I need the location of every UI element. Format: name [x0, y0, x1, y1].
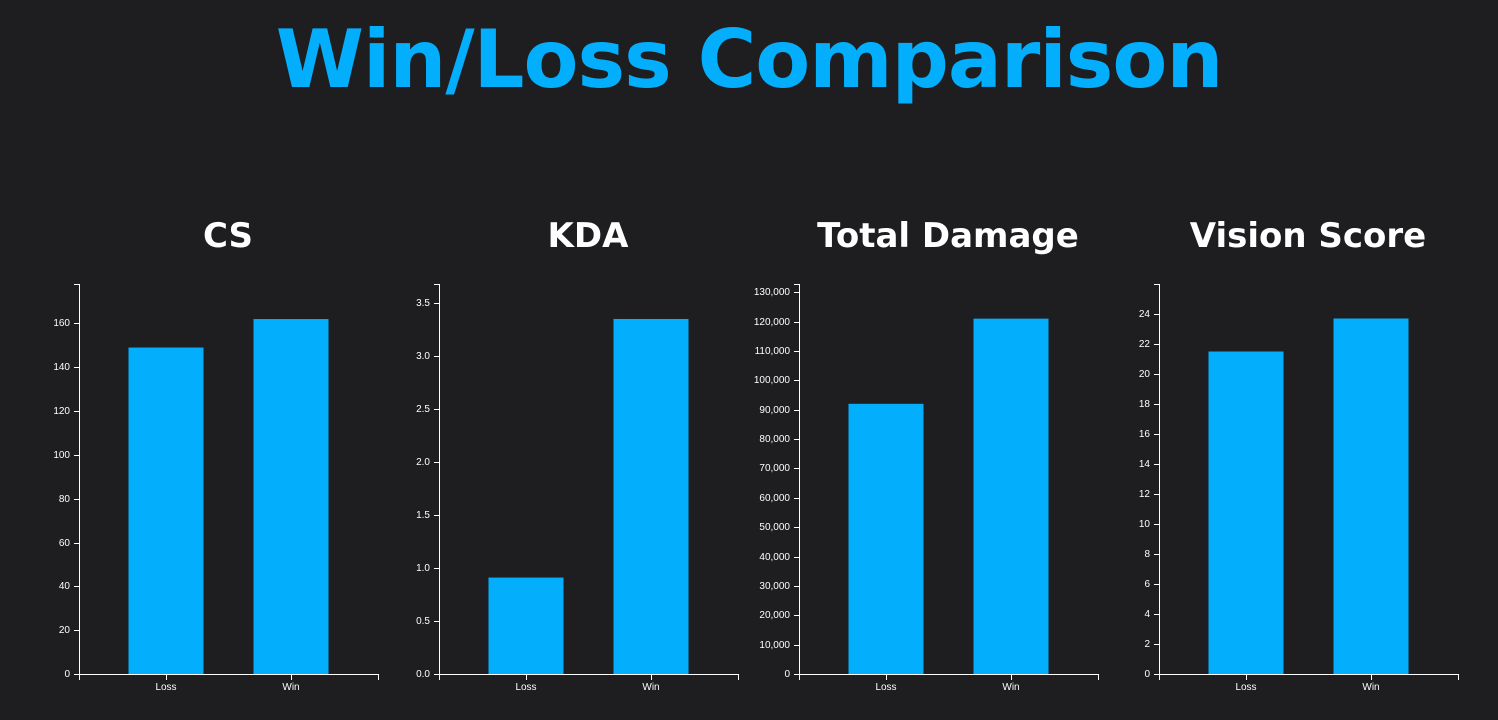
chart-panel-vision-score: Vision Score 0 2 4 6 8 10 12 14 16 18 20 22 24 Loss Wi… — [1128, 200, 1488, 700]
y-tick-label: 100,000 — [754, 375, 791, 386]
x-tick-label-win: Win — [642, 682, 659, 693]
y-tick-label: 40,000 — [759, 552, 790, 563]
y-tick-label: 80 — [59, 494, 71, 505]
y-tick-label: 20 — [59, 625, 71, 636]
bar-win — [613, 318, 689, 674]
y-tick-label: 10,000 — [759, 640, 790, 651]
y-tick-label: 60 — [59, 538, 71, 549]
y-tick-label: 18 — [1139, 399, 1151, 410]
chart-panel-cs: CS 0 20 40 60 80 100 120 140 160 Loss Win — [48, 200, 408, 700]
y-tick-label: 2 — [1144, 639, 1150, 650]
y-tick-label: 50,000 — [759, 522, 790, 533]
chart-panel-total-damage: Total Damage 0 10,000 20,000 30,000 40,000 50… — [754, 200, 1128, 700]
chart-title: CS — [202, 216, 254, 256]
y-tick-label: 1.5 — [416, 510, 430, 521]
y-tick-label: 20 — [1139, 369, 1151, 380]
chart-panel-kda: KDA 0.0 0.5 1.0 1.5 2.0 2.5 3.0 3.5 Loss Win — [408, 200, 768, 700]
bar-win — [973, 318, 1049, 674]
y-tick-label: 40 — [59, 581, 71, 592]
y-tick-label: 0.0 — [416, 669, 430, 680]
y-tick-label: 0 — [784, 669, 790, 680]
y-tick-label: 120,000 — [754, 317, 791, 328]
chart-title: KDA — [547, 216, 629, 256]
x-tick-label-loss: Loss — [155, 682, 176, 693]
y-tick-label: 14 — [1139, 459, 1151, 470]
bar-loss — [128, 347, 204, 674]
y-tick-label: 130,000 — [754, 287, 791, 298]
x-tick-label-loss: Loss — [875, 682, 896, 693]
y-tick-label: 2.0 — [416, 457, 430, 468]
bar-win — [253, 319, 329, 674]
y-tick-label: 0 — [1144, 669, 1150, 680]
y-tick-label: 0 — [64, 669, 70, 680]
bar-win — [1333, 318, 1409, 674]
y-tick-label: 3.5 — [416, 298, 430, 309]
y-tick-label: 22 — [1139, 339, 1151, 350]
bar-chart: 0 20 40 60 80 100 120 140 160 Loss Win — [53, 284, 379, 693]
x-tick-label-win: Win — [1362, 682, 1379, 693]
y-tick-label: 110,000 — [755, 346, 791, 357]
y-tick-label: 90,000 — [759, 405, 790, 416]
y-tick-label: 16 — [1139, 429, 1151, 440]
bar-chart: 0.0 0.5 1.0 1.5 2.0 2.5 3.0 3.5 Loss Win — [416, 284, 739, 693]
y-tick-label: 4 — [1144, 609, 1150, 620]
y-tick-label: 20,000 — [759, 610, 790, 621]
page-title: Win/Loss Comparison — [275, 13, 1224, 106]
chart-title: Vision Score — [1189, 216, 1427, 256]
y-tick-label: 80,000 — [759, 434, 790, 445]
y-tick-label: 70,000 — [759, 463, 790, 474]
y-tick-label: 12 — [1139, 489, 1151, 500]
y-tick-label: 100 — [53, 450, 70, 461]
bar-loss — [488, 577, 564, 674]
y-tick-label: 160 — [53, 318, 70, 329]
y-tick-label: 6 — [1144, 579, 1150, 590]
bar-chart: 0 10,000 20,000 30,000 40,000 50,000 60,000 70,… — [754, 284, 1099, 693]
x-tick-label-win: Win — [1002, 682, 1019, 693]
bar-loss — [1208, 351, 1284, 674]
y-tick-label: 140 — [53, 362, 70, 373]
chart-title: Total Damage — [817, 216, 1079, 256]
x-tick-label-win: Win — [282, 682, 299, 693]
y-tick-label: 30,000 — [759, 581, 790, 592]
y-tick-label: 120 — [53, 406, 70, 417]
x-tick-label-loss: Loss — [1235, 682, 1256, 693]
y-tick-label: 8 — [1144, 549, 1150, 560]
x-tick-label-loss: Loss — [515, 682, 536, 693]
y-tick-label: 24 — [1139, 309, 1151, 320]
y-tick-label: 1.0 — [416, 563, 430, 574]
y-tick-label: 0.5 — [416, 616, 430, 627]
bar-loss — [848, 403, 924, 674]
y-tick-label: 10 — [1139, 519, 1151, 530]
y-tick-label: 60,000 — [759, 493, 790, 504]
y-tick-label: 2.5 — [416, 404, 430, 415]
y-tick-label: 3.0 — [416, 351, 430, 362]
